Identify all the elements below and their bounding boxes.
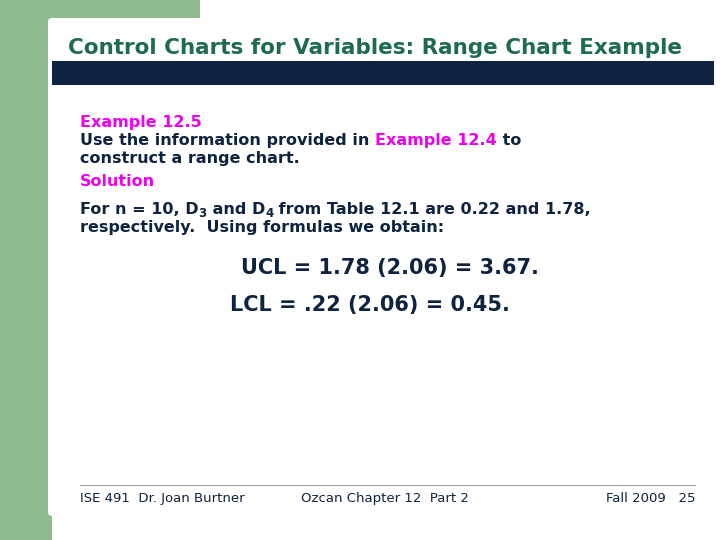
- Text: LCL = .22 (2.06) = 0.45.: LCL = .22 (2.06) = 0.45.: [230, 295, 510, 315]
- FancyBboxPatch shape: [0, 0, 52, 540]
- Text: Example 12.5: Example 12.5: [80, 115, 202, 130]
- Text: and D: and D: [207, 202, 265, 217]
- Text: UCL = 1.78 (2.06) = 3.67.: UCL = 1.78 (2.06) = 3.67.: [241, 258, 539, 278]
- Text: ISE 491  Dr. Joan Burtner: ISE 491 Dr. Joan Burtner: [80, 492, 245, 505]
- Text: 3: 3: [199, 207, 207, 220]
- Text: Use the information provided in: Use the information provided in: [80, 133, 375, 148]
- Text: Ozcan Chapter 12  Part 2: Ozcan Chapter 12 Part 2: [301, 492, 469, 505]
- Text: respectively.  Using formulas we obtain:: respectively. Using formulas we obtain:: [80, 220, 444, 235]
- FancyBboxPatch shape: [52, 61, 714, 85]
- Text: Solution: Solution: [80, 174, 155, 189]
- Text: Fall 2009   25: Fall 2009 25: [606, 492, 695, 505]
- Text: Control Charts for Variables: Range Chart Example: Control Charts for Variables: Range Char…: [68, 38, 682, 58]
- FancyBboxPatch shape: [0, 0, 200, 92]
- Text: For n = 10, D: For n = 10, D: [80, 202, 199, 217]
- Text: construct a range chart.: construct a range chart.: [80, 151, 300, 166]
- Text: 4: 4: [265, 207, 274, 220]
- Text: from Table 12.1 are 0.22 and 1.78,: from Table 12.1 are 0.22 and 1.78,: [274, 202, 591, 217]
- Text: Example 12.4: Example 12.4: [375, 133, 497, 148]
- FancyBboxPatch shape: [48, 18, 718, 516]
- Text: to: to: [497, 133, 521, 148]
